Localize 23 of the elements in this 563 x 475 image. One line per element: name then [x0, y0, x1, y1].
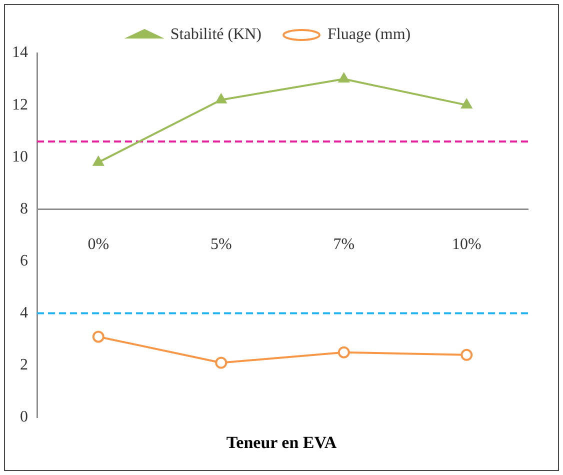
y-tick-label: 10: [12, 148, 28, 166]
y-tick-label: 4: [20, 304, 28, 322]
y-tick-label: 12: [12, 96, 28, 114]
point: [338, 73, 350, 83]
point: [216, 94, 226, 104]
point: [92, 330, 104, 343]
x-axis-title: Teneur en EVA: [225, 433, 338, 453]
y-tick-label: 6: [20, 252, 28, 270]
y-tick-label: 14: [12, 44, 28, 62]
x-tick-label: 5%: [210, 236, 232, 253]
point: [215, 356, 228, 369]
x-tick-label: 7%: [333, 236, 355, 253]
point: [93, 156, 104, 166]
y-tick-label: 8: [20, 200, 28, 218]
point: [460, 348, 473, 361]
legend-label: Stabilité (KN): [170, 26, 262, 44]
x-tick-label: 10%: [452, 236, 482, 253]
x-tick-label: 0%: [88, 236, 110, 253]
y-tick-label: 0: [20, 408, 28, 426]
y-tick-label: 2: [20, 356, 28, 374]
legend-label: Fluage (mm): [328, 26, 411, 44]
point: [338, 346, 350, 358]
point: [461, 99, 472, 109]
